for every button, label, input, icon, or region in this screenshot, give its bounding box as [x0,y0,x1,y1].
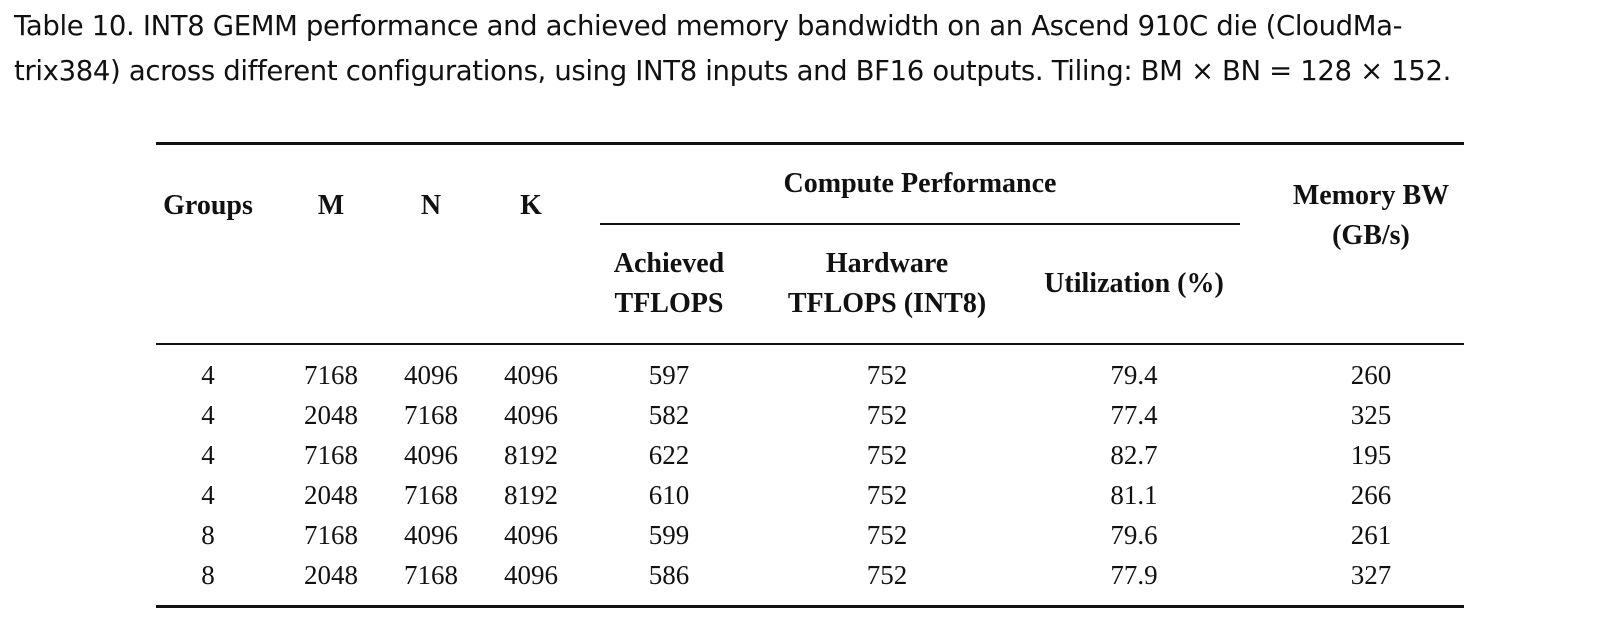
cell-achieved: 586 [648,560,690,590]
cell-n: 4096 [404,440,458,470]
table-row: 4 7168 4096 4096 597 752 79.4 260 [156,355,1464,395]
header-n: N [420,190,442,221]
header-achieved-tflops: Achieved TFLOPS [614,244,724,324]
header-groups: Groups [163,190,253,221]
header-memory-bw: Memory BW (GB/s) [1293,176,1449,256]
table-row: 8 2048 7168 4096 586 752 77.9 327 [156,555,1464,595]
cell-memory-bw: 325 [1350,400,1392,430]
cell-n: 4096 [404,360,458,390]
cell-utilization: 79.6 [1110,520,1158,550]
cell-k: 4096 [504,560,558,590]
header-hardware-line2: TFLOPS (INT8) [787,288,987,319]
cell-achieved: 622 [648,440,690,470]
cell-memory-bw: 260 [1350,360,1392,390]
cell-m: 2048 [304,480,358,510]
header-achieved-line1: Achieved [613,248,725,279]
cell-k: 8192 [504,440,558,470]
header-utilization: Utilization (%) [1044,268,1224,299]
cell-memory-bw: 327 [1350,560,1392,590]
cell-utilization: 79.4 [1110,360,1158,390]
caption-line-2: trix384) across different configurations… [14,55,1451,87]
cell-utilization: 81.1 [1110,480,1158,510]
cell-hardware: 752 [866,440,908,470]
cell-groups: 8 [201,560,215,590]
cell-groups: 4 [201,480,215,510]
table-row: 4 2048 7168 8192 610 752 81.1 266 [156,475,1464,515]
cell-groups: 8 [201,520,215,550]
cell-n: 7168 [404,400,458,430]
cell-achieved: 597 [648,360,690,390]
cell-hardware: 752 [866,480,908,510]
cell-m: 2048 [304,560,358,590]
cell-hardware: 752 [866,560,908,590]
compute-group-rule [600,223,1240,225]
cell-m: 7168 [304,360,358,390]
cell-n: 7168 [404,480,458,510]
cell-memory-bw: 261 [1350,520,1392,550]
cell-n: 7168 [404,560,458,590]
cell-hardware: 752 [866,400,908,430]
cell-m: 7168 [304,520,358,550]
table-row: 8 7168 4096 4096 599 752 79.6 261 [156,515,1464,555]
cell-hardware: 752 [866,520,908,550]
table-row: 4 2048 7168 4096 582 752 77.4 325 [156,395,1464,435]
cell-utilization: 77.9 [1110,560,1158,590]
cell-groups: 4 [201,360,215,390]
cell-utilization: 82.7 [1110,440,1158,470]
header-hardware-tflops: Hardware TFLOPS (INT8) [788,244,986,324]
header-hardware-line1: Hardware [825,248,949,279]
cell-utilization: 77.4 [1110,400,1158,430]
gemm-performance-table: Groups M N K Compute Performance Achieve… [156,142,1464,610]
header-m: M [317,190,345,221]
cell-k: 8192 [504,480,558,510]
cell-groups: 4 [201,440,215,470]
caption-line-1: Table 10. INT8 GEMM performance and achi… [14,10,1403,42]
header-bottom-rule [156,343,1464,345]
table-row: 4 7168 4096 8192 622 752 82.7 195 [156,435,1464,475]
header-membw-line1: Memory BW [1292,180,1450,211]
cell-hardware: 752 [866,360,908,390]
cell-m: 7168 [304,440,358,470]
table-caption: Table 10. INT8 GEMM performance and achi… [14,4,1610,94]
header-membw-line2: (GB/s) [1332,220,1410,251]
cell-k: 4096 [504,360,558,390]
header-achieved-line2: TFLOPS [614,288,724,319]
cell-k: 4096 [504,520,558,550]
cell-groups: 4 [201,400,215,430]
cell-m: 2048 [304,400,358,430]
cell-n: 4096 [404,520,458,550]
cell-achieved: 582 [648,400,690,430]
header-compute-performance: Compute Performance [783,168,1057,199]
cell-k: 4096 [504,400,558,430]
cell-memory-bw: 195 [1350,440,1392,470]
cell-achieved: 610 [648,480,690,510]
table-top-rule [156,142,1464,145]
cell-achieved: 599 [648,520,690,550]
table-bottom-rule [156,605,1464,608]
header-k: K [520,190,542,221]
cell-memory-bw: 266 [1350,480,1392,510]
